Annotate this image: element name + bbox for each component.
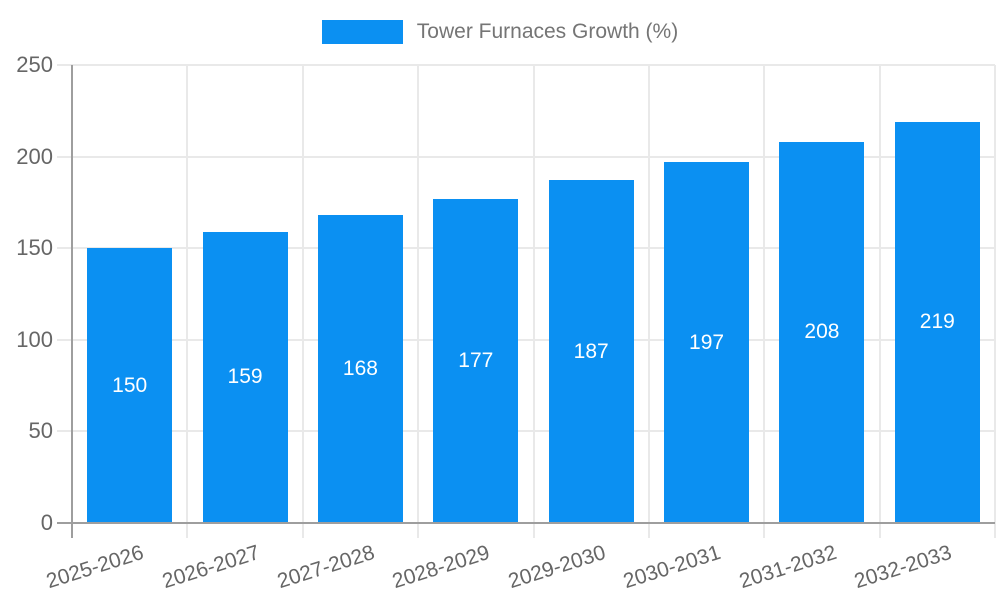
y-axis-tick-label: 150 — [16, 235, 53, 261]
x-gridline — [878, 65, 881, 538]
x-axis-tick-label: 2031-2032 — [736, 541, 839, 594]
x-axis-tick-label: 2029-2030 — [505, 541, 609, 594]
bar-value-label: 177 — [458, 348, 494, 372]
x-axis-tick-label: 2032-2033 — [851, 541, 955, 594]
x-axis-tick-label: 2028-2029 — [390, 541, 493, 594]
bar: 177 — [433, 198, 519, 523]
bar-value-label: 197 — [689, 330, 725, 354]
x-axis-tick-label: 2025-2026 — [43, 541, 147, 594]
x-axis-tick-label: 2027-2028 — [274, 541, 378, 594]
bar: 187 — [548, 180, 634, 523]
bar-value-label: 219 — [919, 310, 955, 334]
y-axis-tick-label: 50 — [28, 418, 53, 444]
bar: 150 — [87, 248, 173, 523]
y-gridline — [57, 430, 995, 433]
y-gridline — [57, 247, 995, 250]
legend-label: Tower Furnaces Growth (%) — [416, 20, 679, 43]
bar-value-label: 150 — [112, 373, 148, 397]
x-gridline — [532, 65, 535, 538]
bar-value-label: 159 — [227, 365, 263, 389]
bar: 197 — [664, 162, 750, 523]
bar: 208 — [779, 141, 865, 523]
y-gridline — [57, 64, 995, 66]
bar-value-label: 187 — [573, 339, 609, 363]
x-gridline — [186, 65, 189, 538]
y-gridline — [57, 155, 995, 158]
x-gridline — [301, 65, 304, 538]
x-gridline — [994, 65, 996, 538]
y-axis-tick-label: 0 — [40, 510, 53, 535]
bar: 159 — [202, 231, 288, 523]
bar: 168 — [317, 215, 403, 523]
bar: 219 — [894, 121, 980, 523]
bar-value-label: 208 — [804, 320, 840, 344]
x-gridline — [763, 65, 766, 538]
y-axis-tick-label: 250 — [16, 52, 53, 77]
legend-item[interactable]: Tower Furnaces Growth (%) — [321, 20, 679, 44]
y-axis-line — [71, 65, 73, 538]
x-axis-tick-label: 2030-2031 — [620, 541, 724, 594]
legend-swatch — [321, 20, 403, 44]
chart-legend: Tower Furnaces Growth (%) — [0, 20, 1000, 44]
y-axis-tick-label: 200 — [16, 143, 53, 169]
x-gridline — [417, 65, 420, 538]
x-gridline — [647, 65, 650, 538]
bar-value-label: 168 — [342, 357, 378, 381]
x-axis-tick-label: 2026-2027 — [159, 541, 262, 594]
y-axis-tick-label: 100 — [16, 326, 53, 352]
x-axis-line — [57, 522, 995, 524]
y-gridline — [57, 338, 995, 341]
